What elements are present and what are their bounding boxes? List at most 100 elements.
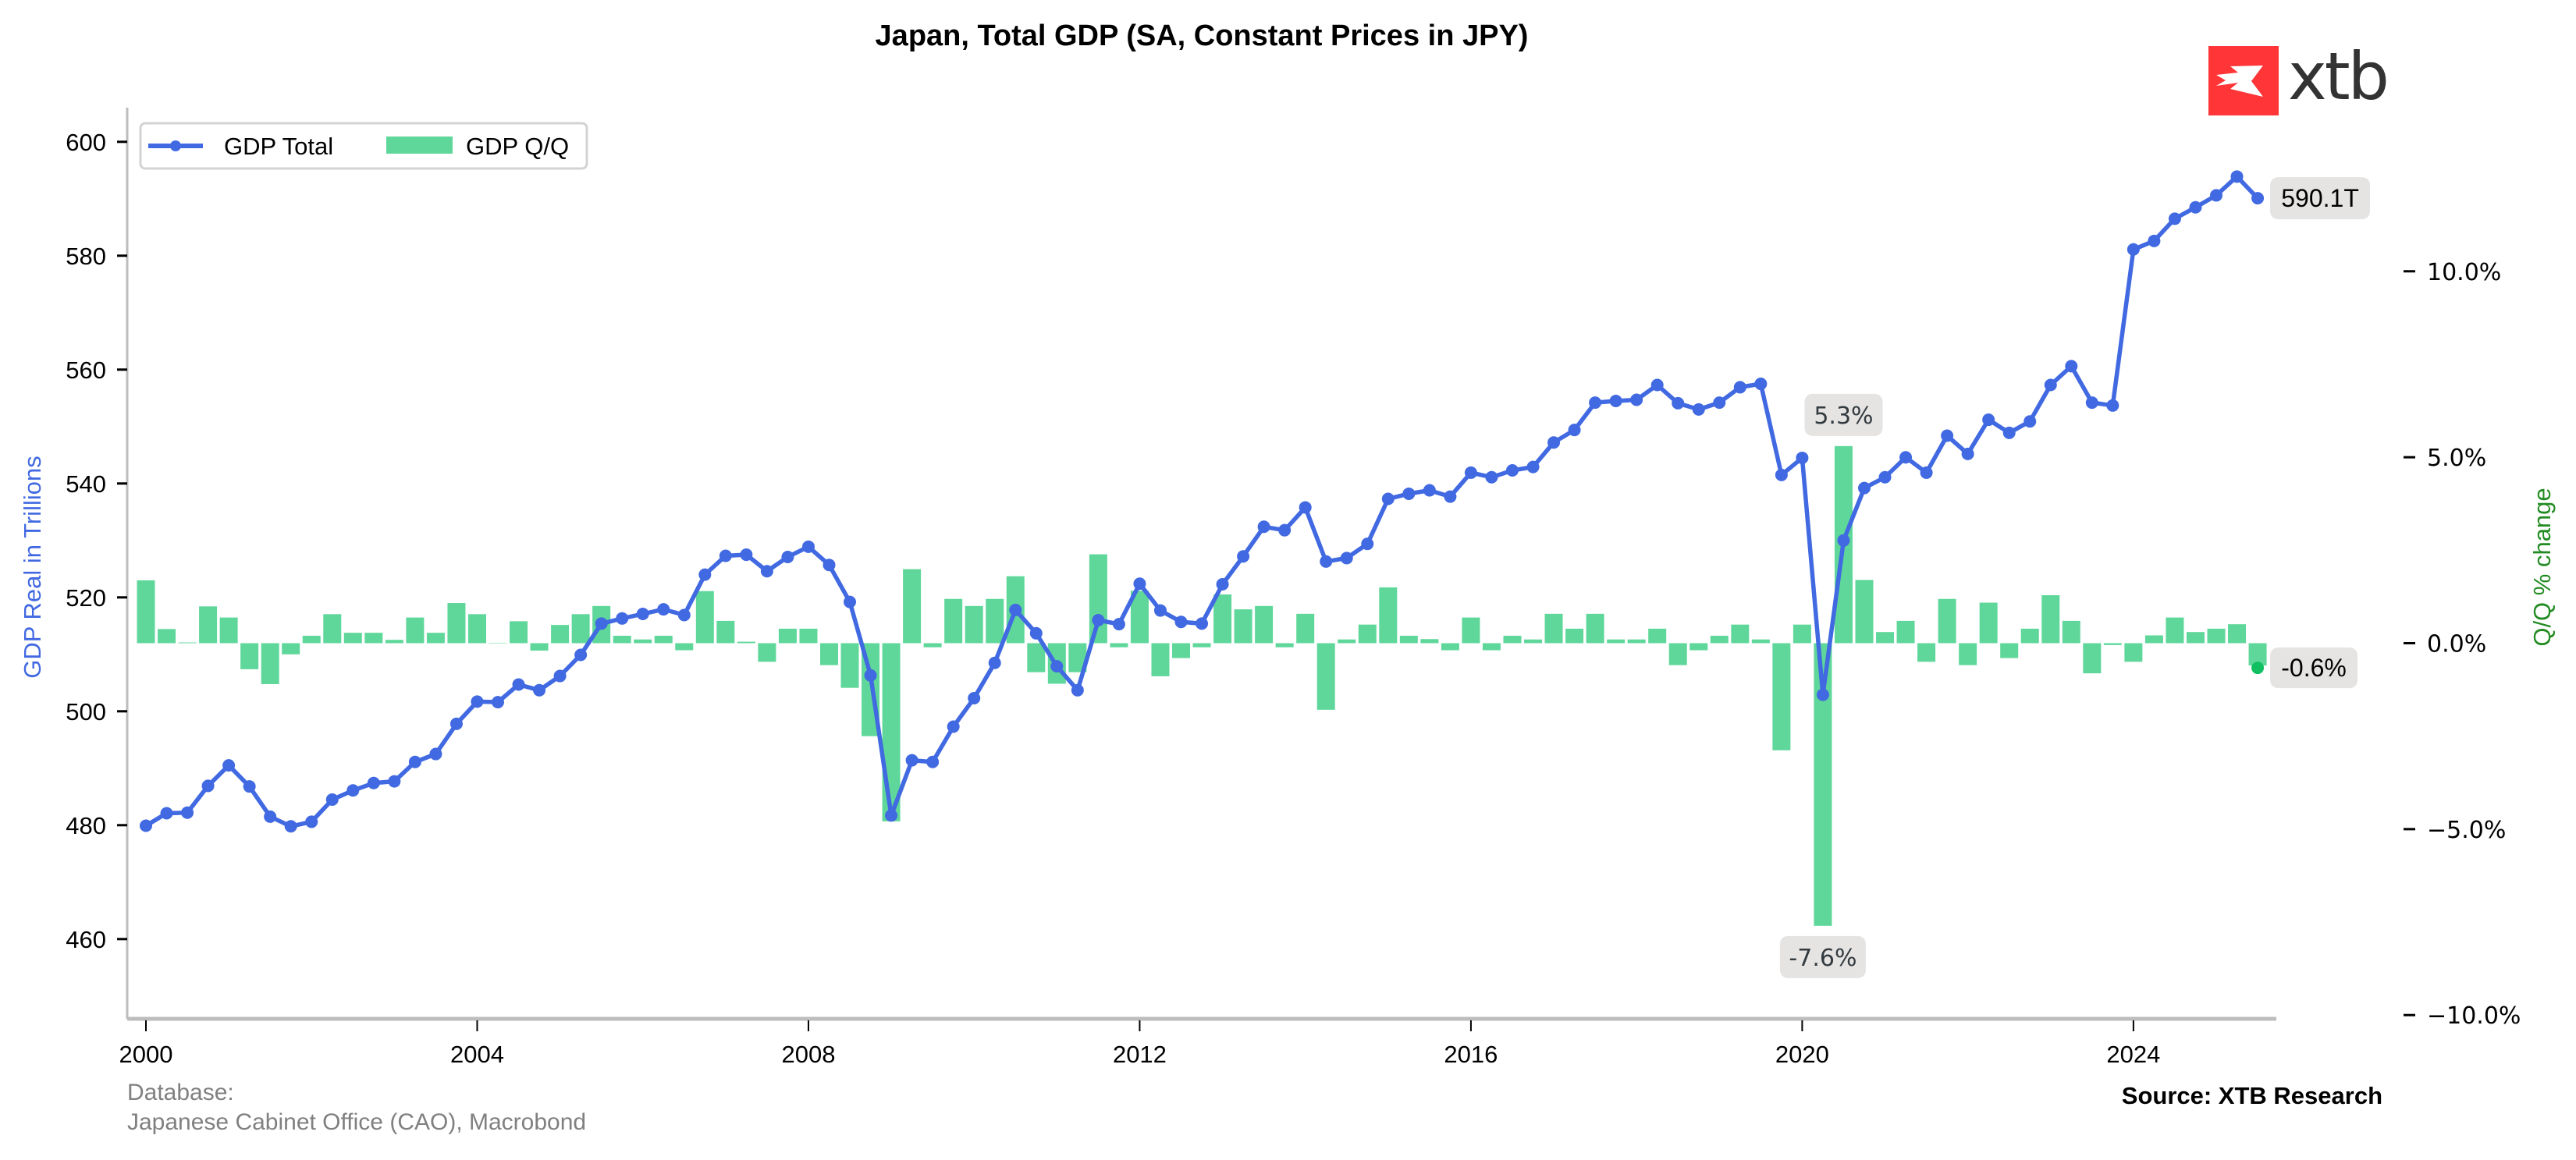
left-tick-label: 560 [66,357,106,384]
logo-text: xtb [2288,38,2387,115]
gdp-total-line [144,174,2260,829]
qoq-bar [219,617,238,644]
gdp-total-point [1526,460,1540,474]
qoq-bar [1420,639,1439,644]
gdp-total-point [1837,534,1850,547]
legend-frame [139,122,588,170]
left-tick-label: 500 [66,698,106,725]
gdp-total-point [1899,451,1913,464]
gdp-total-point [1423,484,1436,497]
max-qoq-label-bg [1804,393,1883,436]
qoq-bar [1896,620,1915,644]
qoq-bar [447,603,466,644]
gdp-total-point [1609,394,1622,407]
gdp-total-point [781,550,794,563]
right-tick-label: 0.0% [2427,630,2486,658]
qoq-bar [1586,613,1604,644]
xtb-logo: xtb [2208,38,2389,115]
gdp-total-point [284,820,297,833]
gdp-total-point [1713,396,1726,410]
qoq-bar [1255,605,1274,644]
qoq-bar [1959,643,1977,665]
gdp-total-point [698,568,712,581]
gdp-total-point [1009,603,1022,616]
gdp-total-point [1381,492,1395,506]
qoq-bar [1110,643,1128,647]
gdp-total-point [801,540,815,553]
qoq-bar [634,639,652,644]
gdp-total-point [471,695,484,708]
last-gdp-label-bg [2270,177,2371,220]
gdp-total-point [2251,192,2265,205]
qoq-bar [695,591,714,644]
gdp-total-point [2210,189,2222,202]
left-tick-label: 460 [66,926,106,953]
qoq-bar [199,606,218,644]
qoq-bar [1524,639,1543,644]
qoq-bar [1710,635,1729,644]
min-qoq-label-text: -7.6% [1789,945,1856,972]
legend-item-gdp-total[interactable]: GDP Total [148,133,333,160]
qoq-bar [944,598,963,644]
qoq-bar [1089,554,1107,644]
qoq-bar [923,643,942,647]
gdp-total-point [222,759,236,772]
qoq-bar [1876,632,1895,644]
qoq-bar [965,605,983,644]
gdp-total-point [616,612,629,625]
qoq-bar [819,643,838,665]
qoq-bar [530,643,549,651]
max-qoq-label-text: 5.3% [1814,403,1873,430]
gdp-total-point [2168,212,2181,225]
gdp-total-point [1092,614,1105,626]
gdp-total-point [636,607,649,620]
gdp-total-point [844,595,857,608]
gdp-total-point [1961,447,1974,460]
gdp-total-point [1485,470,1498,484]
gdp-total-point [2044,378,2057,392]
qoq-bar [2166,617,2184,644]
gdp-total-point [1878,470,1892,484]
legend-bar-swatch [386,137,453,154]
gdp-total-point [1857,481,1871,495]
qoq-bar [261,643,279,684]
last-gdp-label: 590.1T [2270,177,2371,220]
gdp-total-point [1796,451,1809,464]
qoq-bar [986,598,1004,644]
x-tick-label: 2000 [119,1041,173,1068]
qoq-bar [1979,602,1998,644]
gdp-total-point [574,648,588,662]
gdp-total-point [1464,466,1477,479]
qoq-bar [1731,624,1750,644]
gdp-total-point [1589,396,1602,410]
gdp-total-point [2106,399,2119,412]
left-axis-ticks: 460 480 500 520 540 560 580 600 [66,129,127,953]
last-gdp-label-text: 590.1T [2281,184,2359,212]
qoq-bar [778,628,797,644]
gdp-total-point [553,669,567,683]
gdp-total-point [325,793,339,806]
qoq-bar [1627,639,1646,644]
chart-title: Japan, Total GDP (SA, Constant Prices in… [876,20,1529,52]
gdp-total-point [1050,660,1064,673]
qoq-bar [1462,617,1480,644]
qoq-bar [1544,613,1563,644]
legend-item-gdp-qoq[interactable]: GDP Q/Q [386,133,569,160]
gdp-total-point [388,775,401,788]
qoq-bar [158,629,176,644]
gdp-total-point [492,696,505,709]
gdp-total-point [1672,396,1685,410]
left-axis-title: GDP Real in Trillions [19,456,46,678]
gdp-total-point [408,755,421,768]
gdp-total-point [2148,234,2161,247]
qoq-bar [1690,643,1708,651]
gdp-total-point [885,809,898,822]
gdp-total-series [140,170,2265,833]
gdp-total-point [1547,436,1561,449]
x-tick-label: 2004 [450,1041,504,1068]
annotations: 590.1T -0.6% 5.3% -7.6% [1779,177,2371,978]
gdp-total-point [1174,615,1188,629]
qoq-bar [302,635,321,644]
gdp-total-point [140,819,152,832]
gdp-total-point [2002,426,2016,439]
